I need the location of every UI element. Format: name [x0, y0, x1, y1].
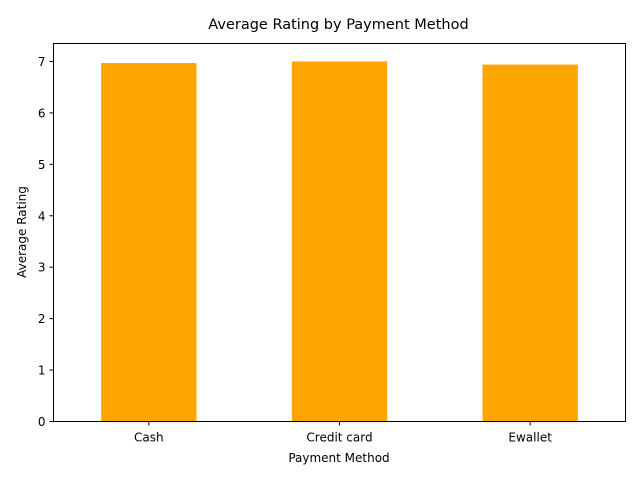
- bar-cash: [101, 63, 197, 422]
- plot-frame: [53, 43, 626, 422]
- y-tick-label: 4: [38, 209, 46, 223]
- chart-title: Average Rating by Payment Method: [208, 17, 468, 33]
- bar-credit-card: [291, 61, 388, 422]
- y-tick-label: 3: [38, 261, 46, 275]
- y-tick-label: 7: [38, 55, 46, 69]
- y-axis-title: Average Rating: [15, 186, 29, 278]
- x-tick-label: Cash: [134, 431, 164, 445]
- x-axis-ticks: Cash Credit card Ewallet: [134, 421, 552, 445]
- y-tick-label: 0: [38, 415, 46, 429]
- x-tick-label: Credit card: [306, 431, 372, 445]
- x-tick-label: Ewallet: [508, 431, 552, 445]
- bars-layer: [101, 61, 578, 422]
- y-tick-label: 2: [38, 312, 46, 326]
- y-tick-label: 5: [38, 158, 46, 172]
- y-tick-label: 6: [38, 106, 46, 120]
- bar-ewallet: [482, 64, 578, 422]
- x-axis-title: Payment Method: [288, 451, 389, 465]
- y-axis-ticks: 0 1 2 3 4 5 6 7: [38, 55, 54, 429]
- y-tick-label: 1: [38, 364, 46, 378]
